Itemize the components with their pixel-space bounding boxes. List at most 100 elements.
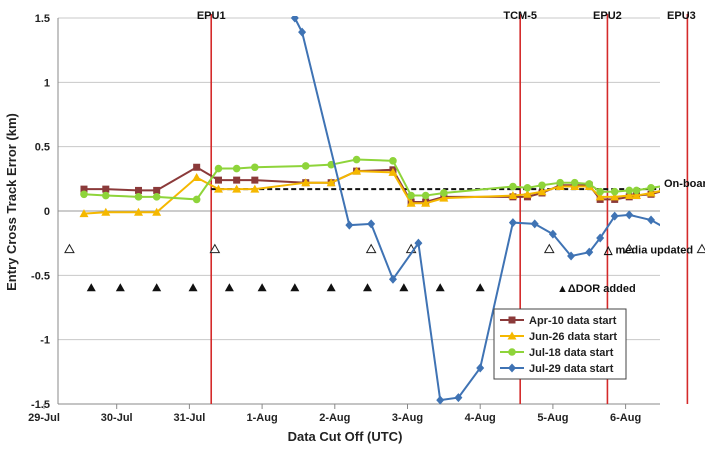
y-axis-title: Entry Cross Track Error (km)	[4, 113, 19, 291]
data-point	[421, 191, 430, 200]
data-point	[250, 184, 260, 193]
ddor-marker	[152, 283, 162, 292]
data-point	[509, 182, 517, 191]
data-point	[548, 229, 557, 239]
data-point	[326, 178, 336, 187]
data-point	[647, 215, 656, 225]
data-point	[632, 186, 641, 195]
data-point	[570, 178, 579, 187]
data-point	[352, 166, 362, 175]
x-tick-label: 31-Jul	[174, 412, 206, 424]
media-updated-marker	[623, 243, 635, 254]
data-point	[421, 198, 431, 207]
data-point	[595, 192, 605, 201]
data-point	[214, 164, 223, 173]
data-point	[610, 187, 619, 196]
data-point	[625, 186, 634, 195]
legend-marker	[507, 331, 517, 340]
data-point	[388, 274, 397, 284]
series-line	[83, 170, 660, 215]
series-group	[80, 155, 660, 204]
media-updated-marker	[365, 243, 377, 254]
data-point	[345, 220, 354, 230]
data-point	[232, 184, 242, 193]
x-axis-title: Data Cut Off (UTC)	[288, 429, 403, 444]
data-point	[538, 181, 546, 190]
ddor-marker	[290, 283, 300, 292]
y-tick-label: 1.5	[35, 13, 50, 25]
data-point	[436, 395, 445, 405]
data-point	[367, 219, 376, 229]
ddor-label: ▲ΔDOR added	[557, 283, 636, 295]
data-point	[134, 207, 144, 216]
x-tick-label: 5-Aug	[537, 412, 568, 424]
y-tick-label: -1	[40, 335, 50, 347]
data-point	[290, 16, 299, 23]
data-point	[352, 155, 361, 164]
data-point	[585, 247, 594, 257]
legend-label: Jun-26 data start	[529, 331, 617, 343]
data-point	[647, 184, 655, 192]
legend-marker	[508, 363, 516, 373]
data-point	[232, 164, 241, 173]
data-point	[152, 193, 161, 201]
y-tick-label: -0.5	[31, 270, 50, 282]
data-point	[389, 157, 397, 165]
data-point	[101, 191, 110, 200]
data-point	[80, 185, 88, 193]
x-tick-label: 1-Aug	[247, 412, 278, 424]
y-tick-label: 0.5	[35, 142, 50, 154]
onboard-label: On-board	[664, 178, 705, 190]
y-tick-label: 1	[44, 77, 50, 89]
media-updated-label: △ media updated	[603, 245, 693, 257]
legend-label: Apr-10 data start	[529, 315, 617, 327]
data-point	[233, 176, 241, 184]
data-point	[537, 187, 547, 196]
data-point	[646, 188, 656, 197]
data-point	[585, 180, 594, 188]
data-point	[193, 163, 201, 171]
data-point	[102, 185, 110, 193]
data-point	[251, 163, 259, 172]
data-point	[632, 191, 642, 200]
data-point	[152, 207, 162, 216]
data-point	[135, 186, 143, 194]
media-updated-marker	[543, 243, 555, 254]
data-point	[610, 211, 619, 221]
data-point	[694, 207, 702, 216]
event-label: EPU1	[197, 10, 226, 22]
data-point	[153, 186, 161, 194]
data-point	[298, 27, 307, 37]
data-point	[567, 251, 576, 261]
data-point	[454, 393, 463, 403]
ddor-marker	[399, 283, 409, 292]
data-point	[439, 193, 449, 202]
data-point	[80, 190, 88, 199]
legend-marker	[508, 316, 516, 324]
y-tick-label: 0	[44, 206, 50, 218]
media-updated-marker	[209, 243, 221, 254]
ddor-marker	[363, 283, 373, 292]
legend-label: Jul-29 data start	[529, 363, 614, 375]
ddor-marker	[188, 283, 198, 292]
data-point	[440, 189, 448, 197]
ddor-marker	[86, 283, 96, 292]
data-point	[406, 198, 416, 207]
x-tick-label: 4-Aug	[465, 412, 496, 424]
y-tick-label: -1.5	[31, 399, 50, 411]
data-point	[214, 176, 222, 184]
data-point	[101, 207, 111, 216]
data-point	[301, 162, 310, 170]
data-point	[523, 184, 532, 192]
event-label: EPU2	[593, 10, 622, 22]
data-point	[508, 191, 518, 200]
x-tick-label: 30-Jul	[101, 412, 133, 424]
data-point	[388, 167, 398, 176]
x-tick-label: 29-Jul	[28, 412, 60, 424]
event-label: TCM-5	[503, 10, 537, 22]
data-point	[407, 191, 415, 200]
series-group	[79, 166, 660, 218]
series-group	[290, 16, 702, 405]
legend-marker	[508, 348, 516, 356]
